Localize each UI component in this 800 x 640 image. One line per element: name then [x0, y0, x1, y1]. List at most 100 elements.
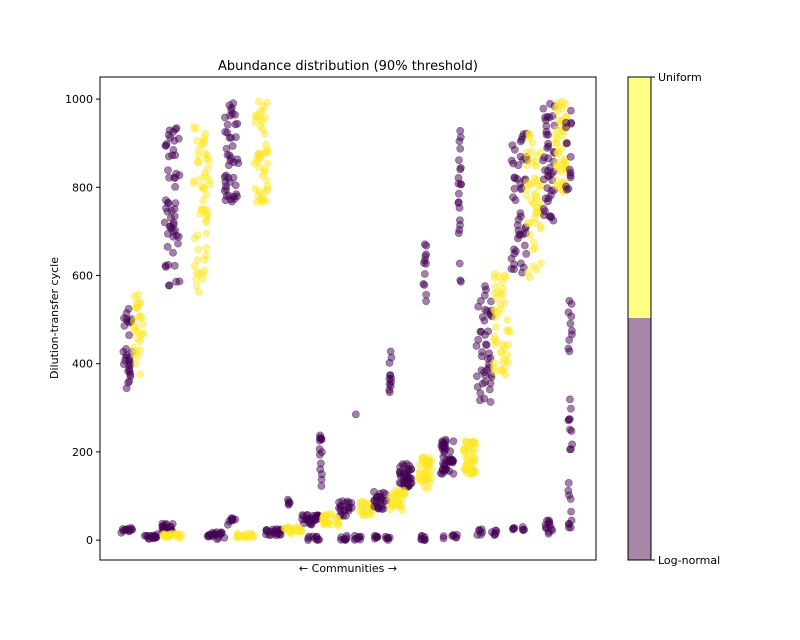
data-point-uniform — [553, 148, 562, 157]
data-point-uniform — [251, 184, 260, 193]
data-point-log-normal — [520, 241, 529, 250]
data-point-log-normal — [518, 525, 527, 534]
data-point-log-normal — [166, 222, 175, 231]
colorbar-label-uniform: Uniform — [658, 71, 702, 84]
data-point-uniform — [254, 97, 263, 106]
data-point-log-normal — [562, 139, 571, 148]
data-point-uniform — [493, 308, 502, 317]
data-point-log-normal — [474, 335, 483, 344]
data-point-log-normal — [455, 225, 464, 234]
data-point-log-normal — [356, 535, 364, 544]
data-point-uniform — [193, 136, 202, 145]
data-point-log-normal — [171, 199, 180, 207]
data-point-uniform — [561, 100, 569, 109]
data-point-log-normal — [164, 152, 173, 161]
data-point-log-normal — [342, 532, 351, 540]
data-point-log-normal — [120, 360, 128, 369]
data-point-log-normal — [485, 349, 493, 358]
data-point-log-normal — [454, 156, 463, 164]
data-point-log-normal — [403, 465, 412, 473]
data-point-log-normal — [337, 501, 346, 510]
data-point-log-normal — [481, 330, 489, 339]
data-point-uniform — [464, 438, 473, 446]
data-point-uniform — [334, 521, 343, 530]
data-point-log-normal — [566, 152, 575, 161]
colorbar-uniform-segment — [628, 77, 651, 318]
data-point-log-normal — [543, 184, 552, 192]
data-point-uniform — [498, 340, 507, 349]
data-point-uniform — [398, 506, 407, 515]
data-point-log-normal — [386, 371, 394, 380]
data-point-uniform — [131, 323, 140, 331]
data-point-log-normal — [422, 297, 430, 306]
data-point-uniform — [136, 370, 145, 379]
data-point-log-normal — [298, 511, 307, 519]
data-point-uniform — [471, 439, 480, 448]
data-point-uniform — [200, 266, 209, 275]
data-point-uniform — [258, 171, 267, 180]
data-point-uniform — [530, 213, 539, 222]
data-point-uniform — [523, 219, 532, 228]
data-point-log-normal — [399, 471, 408, 480]
data-point-log-normal — [169, 232, 178, 241]
data-point-uniform — [190, 234, 199, 243]
data-point-log-normal — [518, 132, 527, 141]
data-point-uniform — [255, 163, 264, 172]
data-point-uniform — [205, 180, 214, 189]
data-point-log-normal — [222, 144, 231, 153]
data-point-log-normal — [567, 404, 575, 413]
data-point-log-normal — [381, 532, 390, 541]
data-point-log-normal — [454, 179, 463, 188]
data-point-log-normal — [544, 139, 553, 148]
data-point-uniform — [356, 507, 364, 515]
data-point-uniform — [138, 319, 147, 328]
data-point-log-normal — [162, 204, 170, 212]
data-point-uniform — [522, 184, 531, 193]
data-point-log-normal — [451, 533, 460, 542]
data-point-log-normal — [564, 520, 573, 528]
data-point-log-normal — [564, 478, 573, 487]
data-point-log-normal — [175, 277, 184, 286]
data-point-uniform — [531, 189, 539, 198]
data-point-uniform — [531, 243, 539, 252]
data-point-uniform — [356, 498, 365, 507]
data-point-log-normal — [220, 533, 229, 542]
data-point-log-normal — [122, 384, 131, 393]
data-point-log-normal — [539, 104, 548, 113]
data-point-log-normal — [565, 296, 574, 305]
data-point-uniform — [498, 357, 507, 366]
data-point-log-normal — [347, 503, 356, 512]
data-point-uniform — [263, 182, 272, 191]
data-point-log-normal — [522, 249, 531, 258]
data-point-log-normal — [171, 182, 179, 191]
data-point-log-normal — [480, 316, 489, 325]
data-point-uniform — [200, 133, 209, 142]
data-point-uniform — [525, 134, 534, 142]
data-point-log-normal — [420, 270, 429, 278]
data-point-uniform — [190, 262, 199, 270]
data-point-log-normal — [510, 245, 518, 254]
data-point-uniform — [202, 229, 211, 238]
data-point-log-normal — [545, 212, 554, 221]
data-point-log-normal — [422, 290, 431, 299]
data-point-uniform — [424, 457, 433, 466]
data-point-uniform — [194, 145, 203, 154]
data-point-log-normal — [276, 530, 285, 539]
data-point-log-normal — [169, 248, 177, 257]
data-point-log-normal — [315, 535, 323, 544]
y-tick-label: 200 — [72, 446, 93, 459]
data-point-uniform — [394, 495, 402, 503]
data-point-log-normal — [517, 259, 525, 268]
data-point-uniform — [494, 288, 503, 297]
data-point-uniform — [256, 107, 264, 116]
data-point-uniform — [421, 471, 430, 479]
data-point-uniform — [387, 490, 396, 499]
data-point-log-normal — [231, 110, 239, 119]
data-point-uniform — [165, 530, 174, 539]
data-point-uniform — [505, 327, 514, 336]
data-point-log-normal — [567, 427, 576, 435]
data-point-uniform — [469, 465, 478, 474]
data-point-log-normal — [170, 261, 179, 270]
data-point-log-normal — [317, 448, 326, 456]
data-point-log-normal — [456, 144, 465, 153]
